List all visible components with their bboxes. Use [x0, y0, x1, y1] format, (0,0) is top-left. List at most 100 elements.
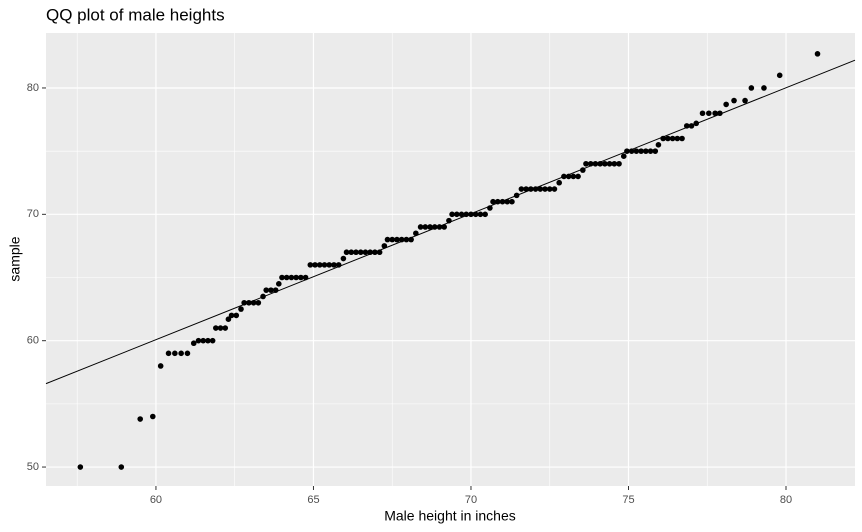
point	[357, 249, 364, 256]
point	[592, 160, 599, 167]
point	[509, 198, 515, 205]
point	[748, 85, 755, 91]
point	[381, 243, 388, 249]
point	[233, 312, 240, 319]
point	[616, 160, 622, 167]
point	[472, 211, 479, 218]
point	[417, 224, 424, 230]
y-axis-label: sample	[7, 236, 23, 281]
point	[316, 262, 323, 268]
point	[518, 186, 525, 192]
point	[679, 135, 685, 142]
point	[372, 249, 378, 256]
point	[528, 186, 534, 192]
point	[669, 135, 676, 142]
point	[307, 262, 314, 268]
point	[499, 198, 506, 205]
point	[222, 325, 229, 331]
point	[652, 148, 659, 154]
point	[431, 224, 438, 230]
point	[165, 350, 172, 357]
point	[628, 148, 635, 154]
point	[225, 316, 232, 323]
x-tick-label: 70	[465, 494, 477, 506]
point	[611, 160, 618, 167]
point	[565, 173, 572, 180]
point	[413, 230, 419, 237]
point	[570, 173, 577, 180]
point	[487, 205, 493, 211]
point	[118, 464, 125, 470]
point	[384, 236, 391, 243]
point	[195, 337, 202, 344]
point	[288, 274, 295, 281]
point	[353, 249, 359, 256]
point	[343, 249, 350, 256]
point	[178, 350, 184, 357]
point	[776, 72, 783, 79]
point	[624, 148, 630, 154]
point	[463, 211, 470, 218]
point	[814, 51, 821, 57]
point	[556, 179, 562, 186]
point	[228, 312, 235, 319]
point	[693, 120, 700, 127]
point	[293, 274, 299, 281]
point	[717, 110, 723, 117]
point	[490, 198, 496, 205]
x-tick-label: 75	[622, 494, 634, 506]
point	[255, 299, 262, 306]
point	[620, 153, 627, 160]
point	[272, 287, 279, 293]
point	[688, 123, 695, 129]
point	[537, 186, 544, 192]
point	[394, 236, 400, 243]
x-tick-label: 60	[150, 494, 162, 506]
point	[742, 97, 748, 104]
point	[241, 299, 247, 306]
point	[331, 262, 337, 268]
point	[477, 211, 484, 218]
point	[376, 249, 383, 256]
point	[436, 224, 443, 230]
point	[643, 148, 649, 154]
point	[209, 337, 216, 344]
x-axis-label: Male height in inches	[384, 508, 516, 524]
point	[321, 262, 328, 268]
point	[190, 340, 197, 347]
point	[602, 160, 608, 167]
point	[449, 211, 455, 218]
point	[575, 173, 581, 180]
point	[674, 135, 681, 142]
point	[551, 186, 558, 192]
point	[699, 110, 706, 117]
y-tick-label: 70	[27, 208, 39, 220]
y-tick-label: 60	[27, 335, 39, 347]
point	[542, 186, 548, 192]
point	[172, 350, 178, 357]
point	[647, 148, 654, 154]
point	[561, 173, 567, 180]
point	[367, 249, 373, 256]
point	[580, 167, 586, 173]
y-tick-label: 80	[27, 82, 39, 94]
point	[665, 135, 671, 142]
point	[683, 123, 690, 129]
point	[362, 249, 369, 256]
point	[403, 236, 410, 243]
point	[260, 293, 266, 300]
point	[250, 299, 257, 306]
point	[468, 211, 474, 218]
point	[723, 101, 729, 108]
point	[408, 236, 414, 243]
point	[279, 274, 285, 281]
point	[238, 306, 244, 312]
point	[655, 142, 662, 148]
point	[348, 249, 355, 256]
point	[200, 337, 207, 344]
chart-title: QQ plot of male heights	[46, 5, 225, 24]
point	[268, 287, 274, 293]
point	[137, 416, 143, 422]
point	[389, 236, 396, 243]
point	[157, 363, 164, 369]
